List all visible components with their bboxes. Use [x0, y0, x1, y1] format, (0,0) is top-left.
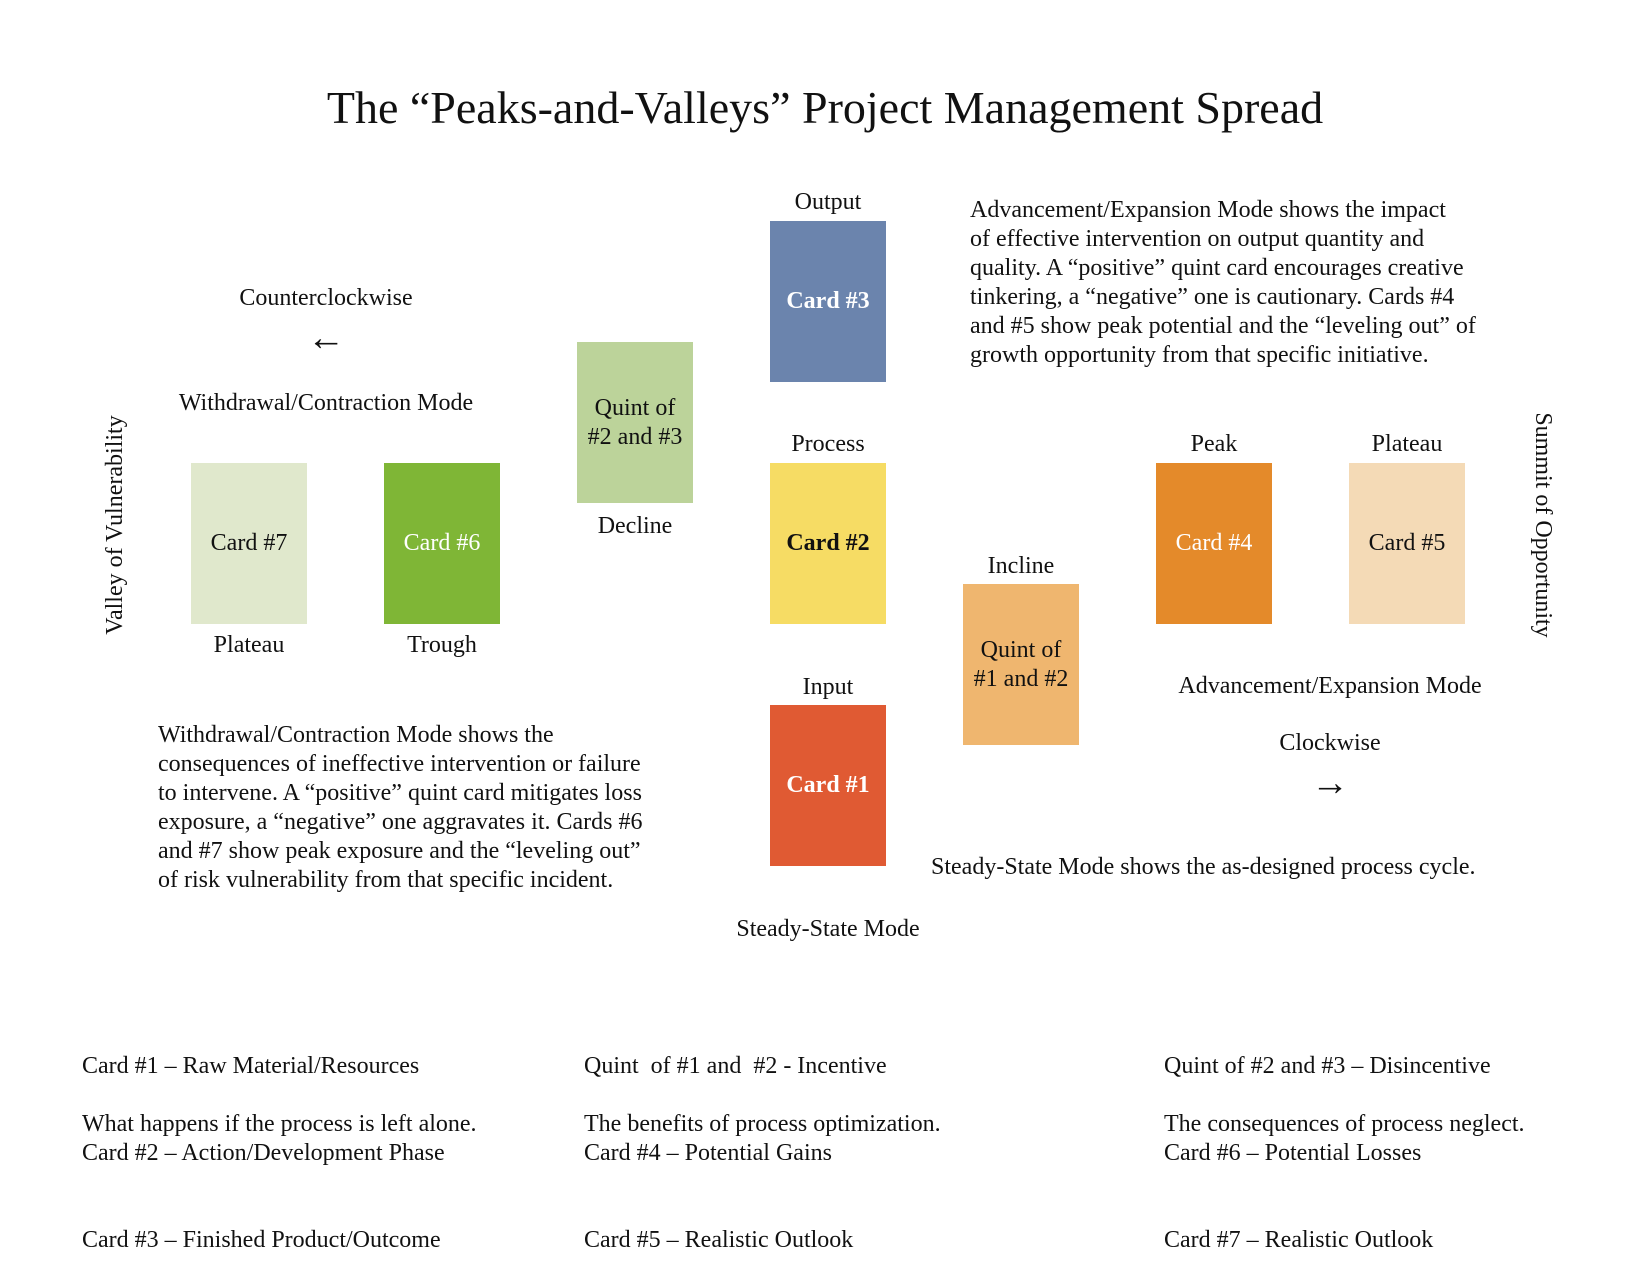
trough-label: Trough [407, 632, 477, 658]
legend-card-4: Card #4 – Potential Gains [584, 1140, 832, 1166]
advancement-line-5: and #5 show peak potential and the “leve… [970, 313, 1476, 339]
card-5-label: Card #5 [1368, 530, 1446, 556]
peak-label: Peak [1190, 431, 1238, 457]
right-arrow-icon: → [1311, 762, 1349, 804]
quint-1-2-line-1: Quint of [980, 636, 1062, 663]
card-3: Card #3 [770, 221, 886, 382]
plateau-left-label: Plateau [213, 632, 285, 658]
legend-column-1-note: What happens if the process is left alon… [82, 1111, 477, 1137]
legend-column-2: Quint of #1 and #2 - Incentive Card #4 –… [584, 994, 887, 1284]
page-title: The “Peaks-and-Valleys” Project Manageme… [326, 82, 1324, 133]
steady-state-description: Steady-State Mode shows the as-designed … [931, 854, 1476, 880]
card-7-label: Card #7 [210, 530, 288, 556]
left-arrow-icon: ← [307, 317, 345, 359]
legend-card-7: Card #7 – Realistic Outlook [1164, 1227, 1434, 1253]
withdrawal-line-2: consequences of ineffective intervention… [158, 751, 641, 777]
legend-card-5: Card #5 – Realistic Outlook [584, 1227, 854, 1253]
legend-card-2: Card #2 – Action/Development Phase [82, 1140, 445, 1166]
input-label: Input [802, 674, 854, 700]
advancement-mode-label: Advancement/Expansion Mode [1178, 673, 1482, 699]
advancement-description: Advancement/Expansion Mode shows the imp… [970, 196, 1476, 370]
card-2-label: Card #2 [786, 530, 870, 556]
card-1-label: Card #1 [786, 772, 870, 798]
incline-label: Incline [987, 553, 1055, 579]
card-2: Card #2 [770, 463, 886, 624]
legend-card-3: Card #3 – Finished Product/Outcome [82, 1227, 441, 1253]
card-4-label: Card #4 [1175, 530, 1253, 556]
process-label: Process [791, 431, 865, 457]
plateau-right-label: Plateau [1371, 431, 1443, 457]
card-1: Card #1 [770, 705, 886, 866]
counterclockwise-label: Counterclockwise [239, 285, 413, 311]
legend-column-3-note: The consequences of process neglect. [1164, 1111, 1525, 1137]
quint-1-2-card: Quint of #1 and #2 [963, 584, 1079, 745]
advancement-line-3: quality. A “positive” quint card encoura… [970, 255, 1464, 281]
legend-column-1: Card #1 – Raw Material/Resources Card #2… [82, 994, 445, 1284]
card-4: Card #4 [1156, 463, 1272, 624]
card-3-label: Card #3 [786, 288, 870, 314]
quint-2-3-card: Quint of #2 and #3 [577, 342, 693, 503]
card-6: Card #6 [384, 463, 500, 624]
quint-2-3-line-1: Quint of [594, 394, 676, 421]
withdrawal-line-3: to intervene. A “positive” quint card mi… [158, 780, 642, 806]
withdrawal-line-6: of risk vulnerability from that specific… [158, 867, 614, 893]
quint-1-2-line-2: #1 and #2 [973, 665, 1069, 692]
advancement-line-1: Advancement/Expansion Mode shows the imp… [970, 197, 1446, 223]
withdrawal-description: Withdrawal/Contraction Mode shows the co… [158, 721, 642, 895]
legend-quint-1-2: Quint of #1 and #2 - Incentive [584, 1053, 887, 1079]
valley-of-vulnerability-label: Valley of Vulnerability [102, 415, 128, 635]
steady-state-mode-label: Steady-State Mode [736, 916, 920, 942]
quint-2-3-line-2: #2 and #3 [587, 423, 683, 450]
decline-label: Decline [597, 513, 673, 539]
advancement-line-6: growth opportunity from that specific in… [970, 342, 1429, 368]
card-5: Card #5 [1349, 463, 1465, 624]
withdrawal-line-5: and #7 show peak exposure and the “level… [158, 838, 641, 864]
withdrawal-line-1: Withdrawal/Contraction Mode shows the [158, 722, 554, 748]
legend-quint-2-3: Quint of #2 and #3 – Disincentive [1164, 1053, 1491, 1079]
legend-card-1: Card #1 – Raw Material/Resources [82, 1053, 420, 1079]
clockwise-label: Clockwise [1279, 730, 1381, 756]
summit-of-opportunity-label: Summit of Opportunity [1530, 412, 1556, 638]
withdrawal-mode-label: Withdrawal/Contraction Mode [178, 390, 474, 416]
withdrawal-line-4: exposure, a “negative” one aggravates it… [158, 809, 643, 835]
card-7: Card #7 [191, 463, 307, 624]
output-label: Output [794, 189, 862, 215]
legend-column-3: Quint of #2 and #3 – Disincentive Card #… [1164, 994, 1491, 1284]
advancement-line-4: tinkering, a “negative” one is cautionar… [970, 284, 1455, 310]
advancement-line-2: of effective intervention on output quan… [970, 226, 1425, 252]
legend-column-2-note: The benefits of process optimization. [584, 1111, 941, 1137]
legend-card-6: Card #6 – Potential Losses [1164, 1140, 1422, 1166]
card-6-label: Card #6 [403, 530, 481, 556]
